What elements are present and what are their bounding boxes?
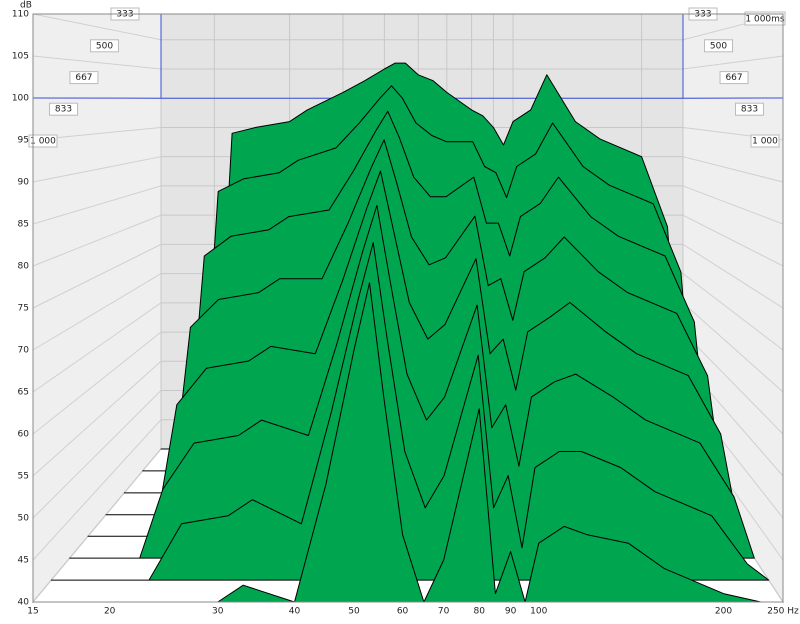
y-tick-label: 65 [18, 388, 29, 398]
x-tick-label: 80 [474, 607, 486, 617]
z-tick-label: 833 [55, 105, 72, 115]
y-tick-label: 70 [18, 346, 30, 356]
x-tick-label: 15 [27, 607, 38, 617]
z-tick-label: 500 [96, 41, 113, 51]
z-tick-label: 667 [725, 73, 742, 83]
z-axis-label: 1 000ms [745, 15, 785, 25]
y-tick-label: 110 [12, 10, 29, 20]
x-tick-label: 200 [715, 607, 732, 617]
x-tick-label: 90 [505, 607, 517, 617]
z-tick-label: 833 [741, 105, 758, 115]
y-tick-label: 45 [18, 556, 29, 566]
z-tick-label: 500 [710, 41, 727, 51]
x-tick-label: 100 [530, 607, 547, 617]
y-tick-label: 85 [18, 220, 29, 230]
x-tick-label: 40 [289, 607, 301, 617]
y-tick-label: 80 [18, 262, 30, 272]
x-tick-label: 20 [104, 607, 116, 617]
x-tick-label: 50 [348, 607, 360, 617]
z-tick-label: 1 000 [752, 137, 778, 147]
y-axis-label: dB [20, 1, 32, 11]
y-tick-label: 60 [18, 430, 30, 440]
x-tick-label: 70 [438, 607, 450, 617]
x-tick-label: 60 [397, 607, 409, 617]
y-tick-label: 50 [18, 514, 30, 524]
y-tick-label: 100 [12, 94, 29, 104]
y-tick-label: 55 [18, 472, 29, 482]
x-tick-label: 30 [212, 607, 224, 617]
y-tick-label: 90 [18, 178, 30, 188]
y-tick-label: 105 [12, 52, 29, 62]
z-tick-label: 667 [75, 73, 92, 83]
y-tick-label: 95 [18, 136, 29, 146]
x-tick-label: 250 Hz [767, 607, 799, 617]
z-tick-label: 1 000 [30, 137, 56, 147]
y-tick-label: 75 [18, 304, 29, 314]
